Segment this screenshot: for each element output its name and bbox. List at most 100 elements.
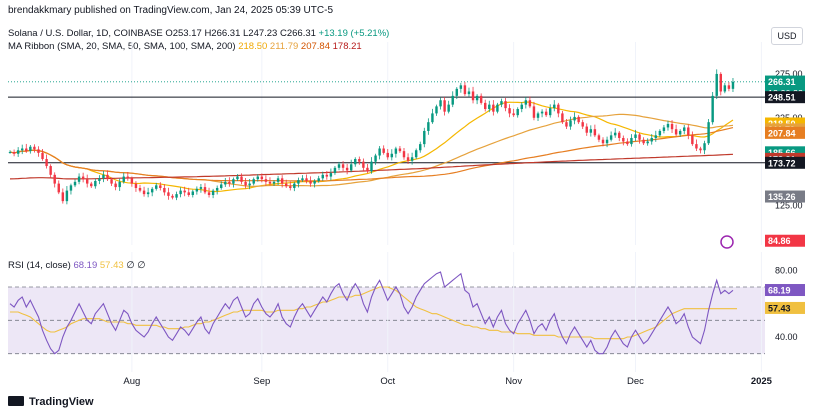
candle [102,170,105,183]
candle [61,188,65,204]
candle-body [272,181,276,184]
ma100-value: 207.84 [300,41,330,52]
candle [175,191,178,201]
candle [272,180,276,187]
ma50-value: 211.79 [269,41,299,52]
candle-body [232,179,235,184]
candle [443,97,446,116]
candle [662,124,666,134]
candle-body [309,180,312,184]
candle-body [354,159,357,165]
candle [224,177,227,187]
candle [414,148,418,160]
candle [297,177,300,188]
candle [313,179,316,188]
candle-body [53,174,56,184]
candle-body [77,176,81,182]
candle [12,149,16,157]
candle [244,177,247,189]
candle [159,182,162,191]
candle-body [642,139,645,144]
price-badge-label: 173.72 [768,158,796,168]
candle-body [406,157,410,161]
rsi-extra-1: ∅ [126,260,135,271]
publisher-header: brendakkmary published on TradingView.co… [8,5,334,16]
currency-button[interactable]: USD [771,27,803,45]
ma-ribbon-legend: MA Ribbon (SMA, 20, SMA, 50, SMA, 100, S… [8,41,362,52]
candle [642,137,645,145]
candle-body [634,134,637,138]
candle [183,186,186,197]
candle [593,124,597,138]
candle-body [313,180,316,184]
candle [362,158,365,172]
alert-icon [720,235,734,249]
candle [20,144,24,155]
candle [240,173,243,185]
candle-body [126,176,130,179]
candle [536,111,540,121]
candle [508,104,511,118]
candle [548,104,552,118]
candle [695,139,698,151]
candle [605,136,609,148]
candle-body [528,100,532,107]
candle-body [419,144,422,151]
candle [479,93,483,105]
tradingview-logo[interactable]: TradingView [8,396,94,408]
price-chart[interactable]: 275.00225.00125.00266.3113:20:22248.5121… [0,0,825,250]
candle-body [569,120,572,127]
candle [280,175,284,188]
candle-body [443,100,446,112]
candle [199,183,203,193]
candle-body [252,179,255,184]
candle [207,187,211,198]
candle-body [540,111,544,114]
candle-body [666,123,670,128]
candle [345,163,349,175]
candle [467,87,471,97]
candle-body [256,176,259,180]
candle-body [508,108,511,114]
candle [8,150,12,154]
candle [29,144,32,154]
candle [252,177,255,186]
candle-body [159,185,162,188]
candle-body [138,187,142,191]
candle [260,173,264,183]
candle [69,183,73,195]
symbol-name: Solana / U.S. Dollar, 1D, COINBASE [8,28,163,39]
candle-body [289,186,292,188]
candle-body [459,85,463,89]
candle [597,133,601,143]
candle-body [370,161,373,172]
candle-body [183,190,186,193]
time-axis: AugSepOctNovDec2025Feb [123,376,772,387]
candle-body [33,146,36,150]
candle-body [488,104,491,110]
ohlc-high: H266.31 [204,28,241,39]
candle-body [85,179,89,184]
symbol-legend: Solana / U.S. Dollar, 1D, COINBASE O253.… [8,28,389,39]
candle [699,146,702,154]
candle [394,146,398,158]
rsi-badge: 68.19 [765,284,805,297]
candle [504,97,507,112]
candle [37,146,40,157]
candle-body [268,181,272,184]
candle [358,156,361,165]
candle-body [557,104,560,114]
candle-body [264,179,268,182]
candle-body [455,88,459,96]
ohlc-low: L247.23 [243,28,278,39]
candle [447,100,450,114]
candle-body [715,73,718,96]
candle [561,110,564,124]
candle-body [167,192,170,196]
candle-body [106,174,109,180]
candle-body [378,148,381,156]
rsi-badge-bg [765,301,805,314]
candle-body [187,192,190,195]
candle-body [386,152,389,158]
